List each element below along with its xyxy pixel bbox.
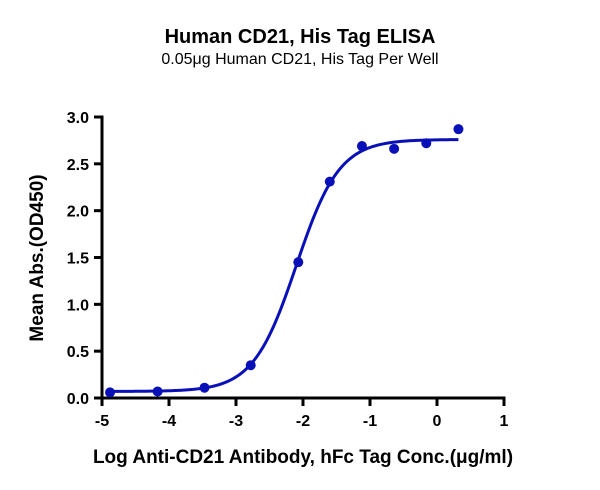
- y-tick-label: 2.5: [67, 157, 89, 174]
- data-point: [356, 141, 367, 152]
- data-point: [389, 143, 400, 154]
- axes: 0.0 0.5 1.0 1.5 2.0 2.5 3.0 -5 -4 -3 -2 -1 0 1: [67, 110, 509, 430]
- data-point: [293, 257, 304, 268]
- y-tick-label: 0.0: [67, 391, 89, 408]
- y-tick-label: 2.0: [67, 204, 89, 221]
- data-point: [421, 138, 432, 149]
- x-tick-label: 0: [433, 413, 442, 430]
- x-tick-label: -4: [162, 413, 176, 430]
- data-point: [324, 176, 335, 187]
- y-tick-label: 0.5: [67, 344, 89, 361]
- chart-subtitle: 0.05μg Human CD21, His Tag Per Well: [161, 51, 439, 68]
- y-tick-label: 3.0: [67, 110, 89, 127]
- chart-title: Human CD21, His Tag ELISA: [164, 26, 436, 48]
- fit-curve: [110, 138, 459, 393]
- y-tick-label: 1.5: [67, 251, 89, 268]
- data-point: [105, 387, 116, 398]
- y-axis-title: Mean Abs.(OD450): [27, 174, 48, 341]
- data-point: [199, 382, 210, 393]
- x-tick-label: -1: [363, 413, 377, 430]
- data-points: [105, 124, 464, 398]
- data-point: [245, 360, 256, 371]
- y-tick-label: 1.0: [67, 297, 89, 314]
- data-point: [453, 124, 464, 135]
- data-point: [152, 386, 163, 397]
- x-tick-label: 1: [500, 413, 509, 430]
- x-axis-title: Log Anti-CD21 Antibody, hFc Tag Conc.(μg…: [93, 447, 513, 468]
- x-tick-label: -3: [229, 413, 243, 430]
- x-tick-label: -2: [296, 413, 310, 430]
- fit-curve-path: [110, 138, 459, 393]
- x-tick-label: -5: [95, 413, 109, 430]
